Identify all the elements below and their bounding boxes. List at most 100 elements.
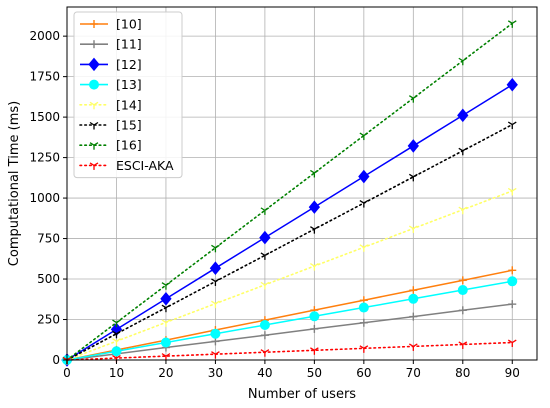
data-point bbox=[161, 282, 171, 290]
data-point bbox=[211, 278, 220, 286]
legend-marker bbox=[89, 142, 99, 150]
data-point bbox=[506, 77, 518, 92]
legend-marker bbox=[88, 57, 100, 72]
x-tick-label: 40 bbox=[257, 366, 272, 380]
y-tick-label: 250 bbox=[37, 313, 60, 327]
legend-entry: [11] bbox=[80, 37, 142, 52]
legend-label: [11] bbox=[116, 37, 142, 52]
plot-series bbox=[61, 20, 518, 367]
data-point bbox=[507, 276, 518, 287]
legend-label: [16] bbox=[116, 138, 142, 153]
series-15 bbox=[62, 121, 517, 365]
legend-label: [13] bbox=[116, 77, 142, 92]
data-point bbox=[458, 206, 468, 215]
data-point bbox=[161, 304, 171, 313]
data-point bbox=[408, 95, 418, 103]
data-point bbox=[160, 292, 172, 306]
x-tick-label: 50 bbox=[307, 366, 322, 380]
data-point bbox=[211, 244, 220, 253]
data-point bbox=[112, 330, 121, 339]
y-tick-label: 0 bbox=[52, 353, 60, 367]
series-13 bbox=[62, 276, 518, 365]
legend-label: [14] bbox=[116, 97, 142, 112]
plot-frame bbox=[66, 6, 538, 361]
data-point bbox=[112, 319, 121, 328]
data-point bbox=[407, 139, 419, 153]
data-point bbox=[359, 244, 369, 252]
data-point bbox=[161, 319, 171, 327]
data-point bbox=[310, 324, 319, 333]
data-point bbox=[260, 349, 270, 357]
x-tick-label: 10 bbox=[109, 366, 124, 380]
data-point bbox=[209, 261, 222, 275]
data-point bbox=[508, 300, 517, 309]
data-point bbox=[259, 320, 270, 331]
data-point bbox=[358, 169, 370, 184]
y-tick-label: 1250 bbox=[29, 151, 60, 165]
data-point bbox=[507, 121, 517, 130]
legend-entry: [16] bbox=[79, 138, 142, 153]
data-point bbox=[310, 169, 319, 178]
data-point bbox=[408, 293, 419, 304]
legend-entry: [14] bbox=[79, 97, 142, 112]
data-point bbox=[408, 173, 418, 182]
data-point bbox=[458, 341, 468, 349]
y-tick-label: 500 bbox=[37, 272, 60, 286]
data-point bbox=[310, 263, 319, 271]
data-point bbox=[310, 347, 319, 355]
data-point bbox=[457, 108, 469, 123]
y-tick-label: 750 bbox=[37, 232, 60, 246]
series-line bbox=[66, 269, 513, 361]
series-line bbox=[66, 341, 514, 361]
data-point bbox=[458, 57, 468, 66]
legend-label: [12] bbox=[116, 57, 142, 72]
legend-marker bbox=[89, 79, 99, 90]
legend-label: ESCI-AKA bbox=[116, 158, 174, 173]
x-tick-label: 80 bbox=[455, 366, 470, 380]
data-point bbox=[409, 312, 418, 321]
legend-marker bbox=[89, 162, 99, 170]
legend-marker bbox=[89, 121, 99, 130]
legend-entry: [13] bbox=[80, 77, 142, 92]
legend-label: [15] bbox=[116, 118, 142, 133]
data-point bbox=[308, 200, 321, 214]
data-point bbox=[458, 306, 467, 315]
x-tick-label: 30 bbox=[208, 366, 223, 380]
series-11 bbox=[63, 300, 517, 364]
series-12 bbox=[61, 77, 518, 367]
data-point bbox=[359, 318, 368, 327]
y-tick-label: 1000 bbox=[29, 191, 60, 205]
data-point bbox=[508, 266, 517, 275]
series-line bbox=[66, 123, 514, 361]
data-point bbox=[211, 300, 220, 309]
data-point bbox=[112, 338, 121, 346]
x-tick-label: 70 bbox=[406, 366, 421, 380]
data-point bbox=[310, 226, 319, 234]
data-point bbox=[260, 207, 270, 215]
legend: [10] [11] [12] [13] [14] [15] [16] ESCI-AKA bbox=[73, 11, 183, 179]
data-point bbox=[260, 252, 270, 260]
y-axis-title: Computational Time (ms) bbox=[7, 101, 22, 266]
data-point bbox=[211, 351, 220, 359]
legend-box bbox=[73, 11, 183, 179]
legend-entry: [10] bbox=[80, 17, 142, 32]
x-tick-label: 20 bbox=[158, 366, 173, 380]
series-line bbox=[66, 84, 513, 361]
data-point bbox=[210, 328, 221, 339]
data-point bbox=[507, 20, 517, 28]
data-point bbox=[359, 345, 369, 353]
series-14 bbox=[62, 187, 517, 365]
data-point bbox=[358, 302, 369, 313]
data-point bbox=[507, 339, 517, 348]
data-point bbox=[458, 276, 467, 285]
data-point bbox=[260, 331, 269, 340]
data-point bbox=[409, 286, 418, 295]
x-tick-label: 0 bbox=[63, 366, 71, 380]
x-axis-title: Number of users bbox=[248, 387, 356, 402]
data-point bbox=[408, 225, 418, 234]
y-tick-label: 2000 bbox=[29, 29, 60, 43]
data-point bbox=[359, 200, 369, 208]
data-point bbox=[507, 187, 517, 196]
